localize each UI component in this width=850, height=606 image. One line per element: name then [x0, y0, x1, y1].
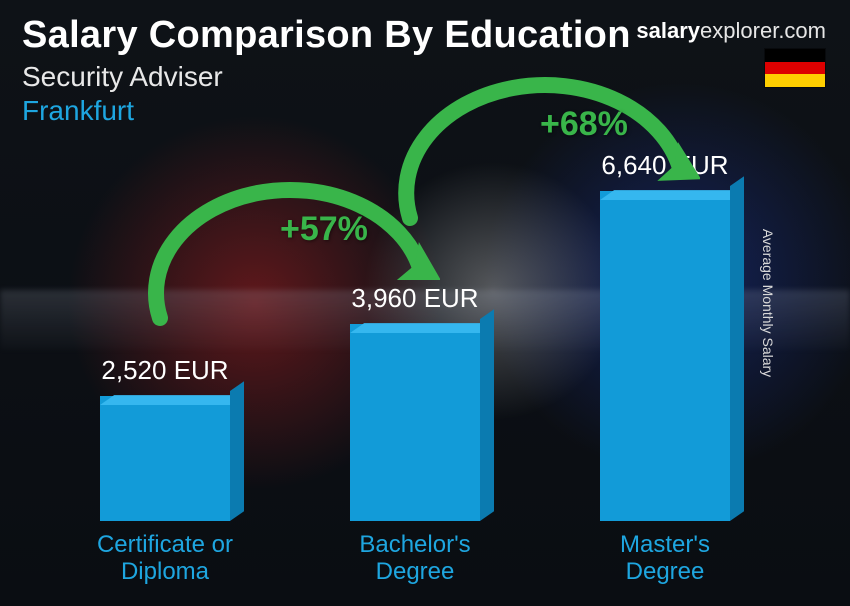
infographic-canvas: Salary Comparison By Education Security …: [0, 0, 850, 606]
flag-stripe-0: [765, 49, 825, 62]
bar-shape-2: [600, 191, 730, 521]
brand-label: salaryexplorer.com: [636, 18, 826, 44]
increase-pct-1: +68%: [540, 105, 628, 144]
city-label: Frankfurt: [22, 95, 828, 127]
bar-value-2: 6,640 EUR: [601, 150, 728, 181]
job-subtitle: Security Adviser: [22, 61, 828, 93]
bar-label-2: Master'sDegree: [620, 531, 710, 586]
bar-value-1: 3,960 EUR: [351, 283, 478, 314]
bar-0: 2,520 EUR Certificate orDiploma: [65, 355, 265, 586]
bar-chart: 2,520 EUR Certificate orDiploma 3,960 EUR B…: [40, 170, 790, 586]
bar-label-0: Certificate orDiploma: [97, 531, 233, 586]
bar-value-0: 2,520 EUR: [101, 355, 228, 386]
bar-2: 6,640 EUR Master'sDegree: [565, 150, 765, 586]
bar-shape-1: [350, 324, 480, 521]
germany-flag-icon: [764, 48, 826, 88]
brand-bold: salary: [636, 18, 700, 43]
increase-pct-0: +57%: [280, 210, 368, 249]
bar-shape-0: [100, 396, 230, 521]
bar-1: 3,960 EUR Bachelor'sDegree: [315, 283, 515, 586]
flag-stripe-1: [765, 62, 825, 75]
bar-label-1: Bachelor'sDegree: [359, 531, 470, 586]
brand-rest: explorer.com: [700, 18, 826, 43]
flag-stripe-2: [765, 74, 825, 87]
